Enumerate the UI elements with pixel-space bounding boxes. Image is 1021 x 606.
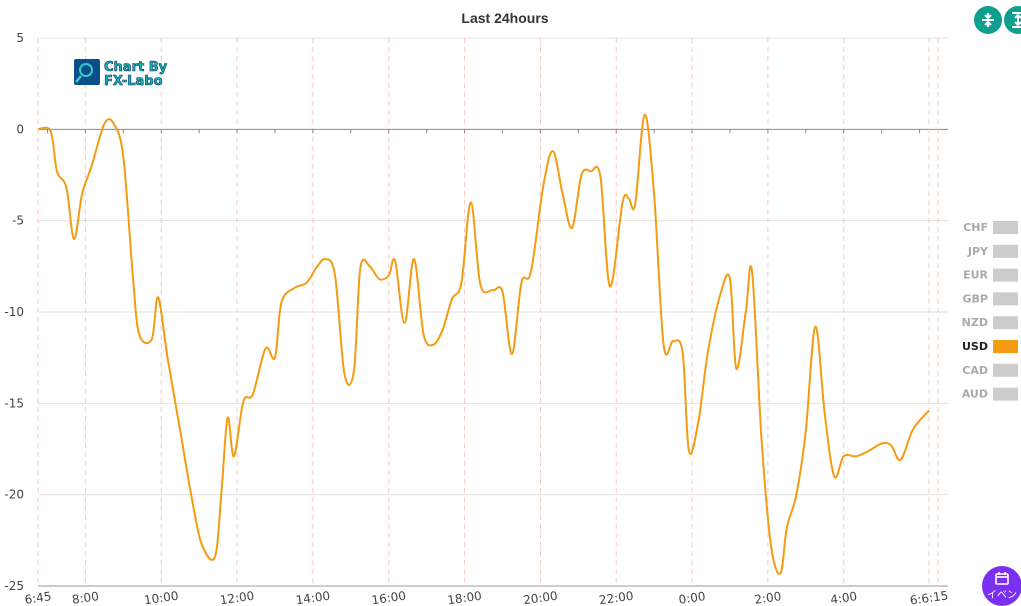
collapse-button[interactable]	[974, 6, 1002, 34]
legend-swatch	[993, 340, 1018, 353]
axes: 5 0 -5 -10 -15 -20 -256:45 8:00 10:00 12:00 14:00 1…	[4, 31, 949, 605]
legend-label: CHF	[963, 221, 988, 234]
series-layer	[37, 113, 930, 575]
event-button[interactable]: イベン	[982, 566, 1021, 606]
legend-swatch	[993, 244, 1018, 258]
series-line-usd	[37, 113, 930, 575]
expand-button[interactable]	[1004, 6, 1021, 34]
legend-item-eur[interactable]: EUR	[963, 268, 1018, 282]
legend-swatch	[993, 363, 1018, 377]
x-tick-label: 14:00	[295, 589, 331, 605]
y-tick-label: -5	[12, 214, 24, 228]
legend-item-chf[interactable]: CHF	[963, 221, 1018, 234]
y-tick-label: -15	[4, 396, 24, 410]
legend-item-jpy[interactable]: JPY	[967, 244, 1018, 258]
x-tick-label: 10:00	[143, 589, 179, 605]
legend-label: NZD	[962, 316, 988, 329]
legend-swatch	[993, 387, 1018, 401]
logo-line-2: FX-Labo	[104, 74, 163, 89]
y-tick-label: -20	[4, 488, 24, 502]
chart-title: Last 24hours	[461, 10, 548, 26]
legend-swatch	[993, 292, 1018, 306]
legend-label: USD	[962, 340, 988, 353]
y-tick-label: -10	[4, 305, 24, 319]
x-tick-label: 0:00	[678, 589, 707, 605]
legend-label: EUR	[963, 269, 988, 282]
legend-label: AUD	[962, 388, 988, 401]
expand-icon	[1012, 12, 1021, 28]
legend-label: GBP	[963, 292, 988, 305]
legend-item-aud[interactable]: AUD	[962, 387, 1018, 401]
collapse-icon	[982, 13, 994, 27]
legend: CHF JPY EUR GBP NZD USD CAD AUD	[962, 221, 1018, 401]
y-tick-label: -25	[4, 579, 24, 593]
x-tick-label: 8:00	[71, 589, 100, 605]
legend-swatch	[993, 268, 1018, 282]
x-tick-label: 18:00	[446, 589, 482, 605]
x-tick-label: 2:00	[754, 589, 783, 605]
x-tick-label: 6:45	[24, 589, 53, 605]
calendar-icon	[995, 572, 1009, 585]
legend-label: CAD	[962, 364, 988, 377]
legend-label: JPY	[967, 245, 989, 258]
legend-swatch	[993, 316, 1018, 330]
x-tick-label: 22:00	[598, 589, 634, 605]
x-tick-label: 4:00	[829, 589, 858, 605]
legend-item-gbp[interactable]: GBP	[963, 292, 1018, 306]
event-button-label: イベン	[987, 590, 1017, 601]
y-tick-label: 0	[16, 122, 24, 136]
grid-lines	[37, 37, 948, 587]
legend-swatch	[993, 221, 1018, 234]
x-tick-label: 12:00	[219, 589, 255, 605]
legend-item-nzd[interactable]: NZD	[962, 316, 1018, 330]
chart-by-fx-labo-logo: Chart By FX-Labo	[74, 59, 168, 89]
legend-item-usd[interactable]: USD	[962, 340, 1018, 353]
logo-line-1: Chart By	[104, 60, 168, 75]
x-tick-label: 16:00	[371, 589, 407, 605]
x-tick-label: 20:00	[522, 589, 558, 605]
x-tick-label: 6:6:15	[909, 588, 949, 605]
y-tick-label: 5	[16, 31, 24, 45]
legend-item-cad[interactable]: CAD	[962, 363, 1018, 377]
